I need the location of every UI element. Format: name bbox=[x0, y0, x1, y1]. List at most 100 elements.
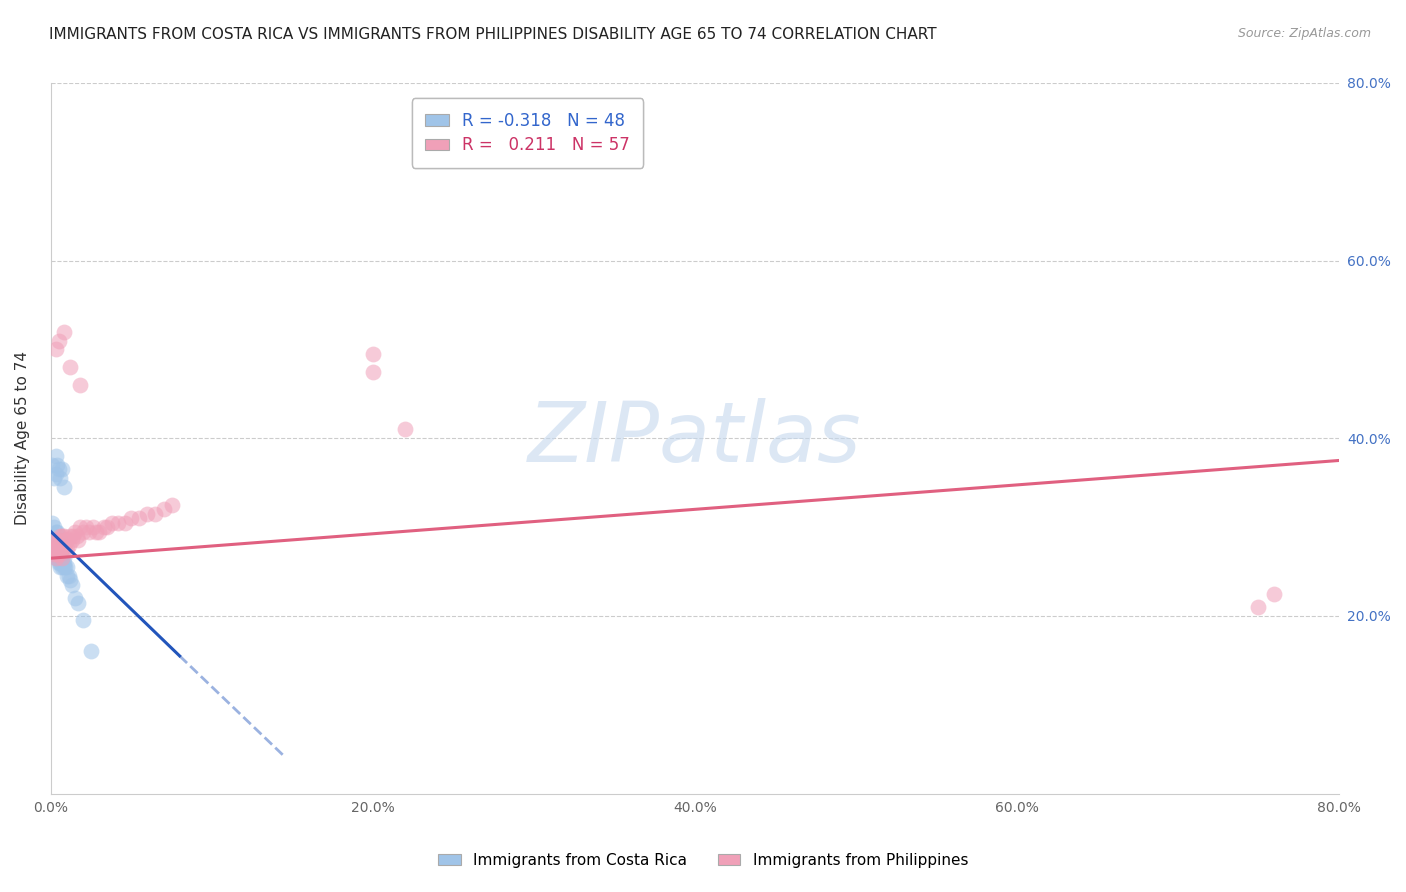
Point bbox=[114, 516, 136, 530]
Point bbox=[152, 502, 174, 516]
Point bbox=[46, 533, 69, 548]
Point bbox=[56, 569, 79, 583]
Point bbox=[361, 347, 384, 361]
Point bbox=[51, 560, 73, 574]
Point bbox=[84, 524, 107, 539]
Point bbox=[72, 524, 94, 539]
Point bbox=[1263, 587, 1285, 601]
Point bbox=[42, 547, 65, 561]
Point bbox=[53, 533, 76, 548]
Point bbox=[80, 644, 103, 658]
Point bbox=[52, 325, 75, 339]
Point bbox=[46, 458, 69, 472]
Point bbox=[120, 511, 142, 525]
Point bbox=[41, 533, 63, 548]
Point bbox=[48, 462, 70, 476]
Point bbox=[48, 551, 70, 566]
Point bbox=[46, 524, 69, 539]
Point bbox=[107, 516, 129, 530]
Point bbox=[160, 498, 183, 512]
Y-axis label: Disability Age 65 to 74: Disability Age 65 to 74 bbox=[15, 351, 30, 525]
Point bbox=[52, 551, 75, 566]
Point bbox=[45, 551, 67, 566]
Point bbox=[75, 520, 97, 534]
Point bbox=[69, 520, 91, 534]
Point bbox=[45, 538, 67, 552]
Point bbox=[63, 591, 86, 606]
Point bbox=[72, 614, 94, 628]
Point bbox=[42, 533, 65, 548]
Point bbox=[52, 480, 75, 494]
Point bbox=[45, 547, 67, 561]
Point bbox=[45, 542, 67, 557]
Point bbox=[49, 560, 72, 574]
Point bbox=[56, 542, 79, 557]
Point bbox=[53, 560, 76, 574]
Point bbox=[58, 569, 80, 583]
Point bbox=[59, 574, 82, 588]
Point bbox=[45, 524, 67, 539]
Point bbox=[82, 520, 104, 534]
Point bbox=[45, 449, 67, 463]
Point bbox=[45, 343, 67, 357]
Point bbox=[48, 533, 70, 548]
Point bbox=[51, 462, 73, 476]
Point bbox=[65, 529, 87, 543]
Text: ZIPatlas: ZIPatlas bbox=[529, 398, 862, 479]
Point bbox=[60, 578, 83, 592]
Point bbox=[49, 538, 72, 552]
Point bbox=[42, 533, 65, 548]
Point bbox=[49, 529, 72, 543]
Point bbox=[48, 542, 70, 557]
Point bbox=[41, 458, 63, 472]
Text: IMMIGRANTS FROM COSTA RICA VS IMMIGRANTS FROM PHILIPPINES DISABILITY AGE 65 TO 7: IMMIGRANTS FROM COSTA RICA VS IMMIGRANTS… bbox=[49, 27, 936, 42]
Point bbox=[48, 556, 70, 570]
Point bbox=[49, 471, 72, 485]
Point bbox=[69, 378, 91, 392]
Point bbox=[93, 520, 115, 534]
Legend: Immigrants from Costa Rica, Immigrants from Philippines: Immigrants from Costa Rica, Immigrants f… bbox=[432, 847, 974, 873]
Point bbox=[49, 533, 72, 548]
Point bbox=[41, 516, 63, 530]
Point bbox=[59, 360, 82, 375]
Point bbox=[394, 422, 416, 436]
Point bbox=[46, 547, 69, 561]
Point bbox=[42, 547, 65, 561]
Point bbox=[48, 542, 70, 557]
Point bbox=[51, 551, 73, 566]
Point bbox=[67, 533, 90, 548]
Point bbox=[42, 471, 65, 485]
Point bbox=[56, 560, 79, 574]
Point bbox=[49, 547, 72, 561]
Point bbox=[67, 596, 90, 610]
Point bbox=[49, 547, 72, 561]
Point bbox=[51, 542, 73, 557]
Point bbox=[52, 529, 75, 543]
Point bbox=[49, 542, 72, 557]
Point bbox=[45, 467, 67, 481]
Point bbox=[96, 520, 118, 534]
Point bbox=[62, 529, 84, 543]
Point bbox=[56, 533, 79, 548]
Point bbox=[51, 542, 73, 557]
Point bbox=[79, 524, 101, 539]
Point bbox=[361, 365, 384, 379]
Point bbox=[49, 551, 72, 566]
Point bbox=[46, 538, 69, 552]
Point bbox=[49, 556, 72, 570]
Point bbox=[89, 524, 111, 539]
Point bbox=[136, 507, 159, 521]
Point bbox=[52, 538, 75, 552]
Point bbox=[42, 520, 65, 534]
Point bbox=[128, 511, 150, 525]
Point bbox=[45, 551, 67, 566]
Point bbox=[51, 551, 73, 566]
Point bbox=[52, 560, 75, 574]
Point bbox=[46, 542, 69, 557]
Point bbox=[59, 529, 82, 543]
Point bbox=[1247, 600, 1270, 615]
Point bbox=[46, 551, 69, 566]
Point bbox=[53, 542, 76, 557]
Point bbox=[60, 533, 83, 548]
Point bbox=[145, 507, 167, 521]
